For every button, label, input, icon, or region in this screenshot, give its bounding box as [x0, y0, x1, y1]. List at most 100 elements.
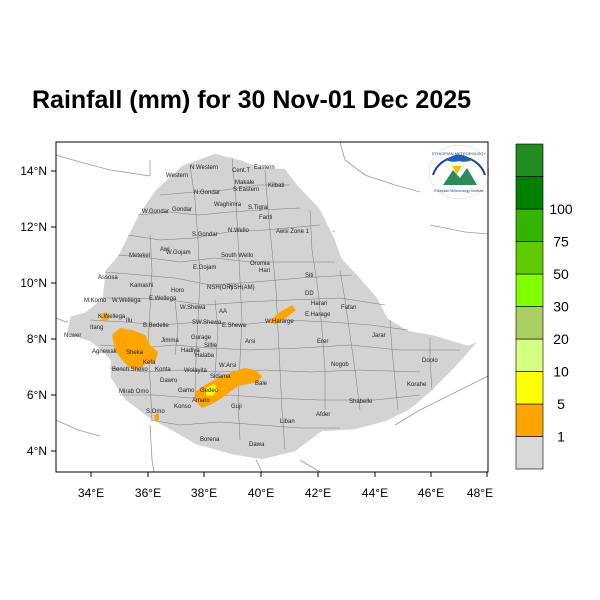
- x-axis: 34°E 36°E 38°E 40°E 42°E 44°E 46°E 48°E: [78, 486, 493, 500]
- x-tick-label: 38°E: [191, 486, 217, 500]
- mountain-icon: [443, 168, 477, 185]
- region-labels: Western N.Western Cent.T Eastern Makale …: [64, 165, 438, 448]
- region-label: Siltie: [204, 343, 218, 349]
- region-label: S.Tigrai: [248, 205, 268, 211]
- x-tick-label: 34°E: [78, 486, 104, 500]
- region-label: Guji: [231, 404, 242, 410]
- region-label: Sheka: [126, 350, 144, 356]
- plot-frame: [55, 141, 489, 473]
- cloud-icon: [446, 154, 472, 162]
- y-tick-label: 6°N: [27, 388, 47, 402]
- region-label: Hari: [259, 268, 270, 274]
- region-label: South Wello: [221, 253, 254, 259]
- region-label: N.Wello: [228, 228, 250, 234]
- x-tick-label: 46°E: [418, 486, 444, 500]
- rain-area-wellega: [100, 312, 110, 322]
- region-label: Liban: [280, 419, 295, 425]
- region-label: S.Gondar: [192, 232, 218, 238]
- region-label: Bale: [255, 381, 268, 387]
- rain-area-south-omo: [154, 413, 159, 421]
- region-label: K.Wellega: [98, 314, 126, 320]
- region-label: Ilu: [126, 318, 132, 324]
- region-label: Wolayita: [184, 368, 208, 374]
- rain-area-southwest: [112, 328, 158, 370]
- region-label: Korahe: [407, 382, 427, 388]
- legend-swatch: [515, 403, 544, 437]
- region-label: Siti: [305, 273, 313, 279]
- map-title: Rainfall (mm) for 30 Nov-01 Dec 2025: [32, 86, 472, 114]
- region-label: SW.Shewa: [192, 320, 222, 326]
- x-tick-label: 44°E: [362, 486, 388, 500]
- legend-label: 100: [549, 201, 573, 217]
- region-label: Gondar: [172, 207, 192, 213]
- legend-swatch: [515, 306, 544, 340]
- region-label: N.Gondar: [194, 190, 220, 196]
- region-label: E.Wellega: [149, 296, 177, 302]
- rainfall-legend: 1 5 10 20 30 50 75 100: [515, 143, 573, 470]
- region-label: W.Gojam: [166, 250, 191, 256]
- region-label: AA: [219, 309, 227, 315]
- region-label: NSH(AM): [229, 285, 255, 291]
- region-label: N.Western: [190, 165, 218, 171]
- x-tick-label: 42°E: [305, 486, 331, 500]
- legend-swatch: [515, 436, 544, 470]
- ethiopia-land: [65, 152, 481, 461]
- region-label: Jimma: [161, 338, 179, 344]
- region-label: Kilbati: [268, 183, 284, 189]
- institute-logo: ETHIOPIAN METEOROLOGY Ethiopian Meteorol…: [428, 144, 490, 200]
- legend-label: 10: [553, 364, 569, 380]
- legend-label: 5: [557, 396, 565, 412]
- region-label: W.Wellega: [112, 298, 141, 304]
- region-label: Nuwer: [64, 333, 81, 339]
- region-label: Borena: [200, 437, 220, 443]
- region-label: M.Komo: [84, 298, 107, 304]
- region-label: W.Gondar: [142, 209, 169, 215]
- y-tick-label: 4°N: [27, 444, 47, 458]
- legend-swatch: [515, 273, 544, 307]
- y-tick-label: 10°N: [20, 276, 47, 290]
- region-label: Shabelle: [349, 399, 373, 405]
- region-label: Doolo: [422, 358, 438, 364]
- region-label: DD: [305, 291, 314, 297]
- y-tick-label: 14°N: [20, 164, 47, 178]
- region-label: E.Harage: [305, 312, 331, 318]
- x-tick-label: 48°E: [467, 486, 493, 500]
- region-label: Afder: [316, 412, 330, 418]
- region-label: Dawro: [160, 378, 178, 384]
- region-label: Awi: [160, 247, 170, 253]
- rain-area-gedeo: [206, 384, 218, 396]
- region-label: Makale: [235, 180, 255, 186]
- rain-area-hararge: [268, 305, 296, 324]
- region-label: Hadiya: [181, 348, 200, 354]
- legend-label: 20: [553, 331, 569, 347]
- logo-caption: Ethiopian Meteorology Institute: [434, 189, 483, 193]
- legend-label: 30: [553, 299, 569, 315]
- legend-swatch: [515, 143, 544, 177]
- region-label: Oromia: [250, 261, 270, 267]
- rainfall-areas: [100, 305, 296, 421]
- region-label: Fanti: [259, 215, 272, 221]
- region-label: W.Shewa: [180, 305, 206, 311]
- legend-swatch: [515, 371, 544, 405]
- region-label: Assosa: [98, 275, 118, 281]
- region-label: Itang: [90, 325, 103, 331]
- y-tick-label: 8°N: [27, 332, 47, 346]
- y-axis: 14°N 12°N 10°N 8°N 6°N 4°N: [20, 164, 47, 458]
- axis-ticks: [51, 170, 488, 477]
- y-tick-label: 12°N: [20, 220, 47, 234]
- region-label: Gurage: [191, 335, 212, 341]
- rain-area-south: [195, 368, 262, 408]
- region-label: Western: [166, 173, 188, 179]
- legend-label: 1: [557, 429, 565, 445]
- region-label: Dawa: [249, 442, 265, 448]
- region-label: Konta: [155, 367, 171, 373]
- x-tick-label: 36°E: [135, 486, 161, 500]
- legend-swatch: [515, 208, 544, 242]
- legend-swatch: [515, 176, 544, 210]
- region-label: Awsi Zone 1: [276, 229, 310, 235]
- region-label: Arsi: [245, 339, 255, 345]
- region-label: Horo: [171, 288, 185, 294]
- region-label: Bench Sheko: [112, 367, 148, 373]
- region-label: Erer: [317, 339, 328, 345]
- region-label: Konso: [174, 404, 192, 410]
